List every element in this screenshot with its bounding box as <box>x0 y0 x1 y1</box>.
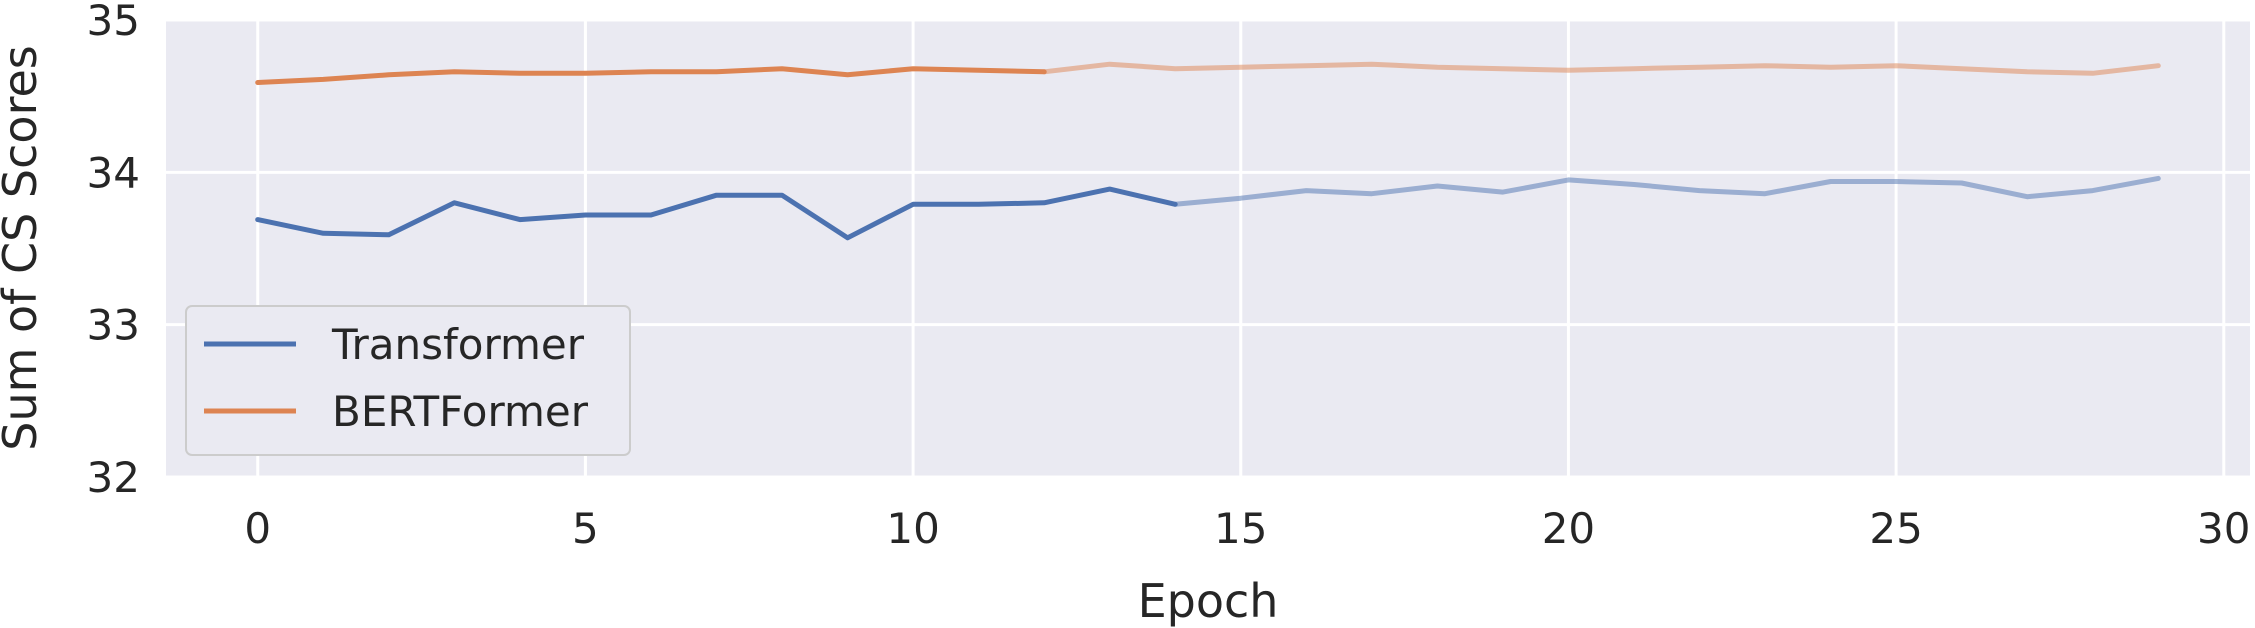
legend: Transformer BERTFormer <box>185 305 631 456</box>
x-axis-label: Epoch <box>1138 574 1279 628</box>
x-tick-label: 15 <box>1214 504 1267 553</box>
y-tick-label: 34 <box>87 148 140 197</box>
series-line-bertformer <box>255 66 1047 85</box>
y-tick-label: 32 <box>87 453 140 502</box>
x-tick-label: 30 <box>2197 504 2250 553</box>
x-tick-label: 25 <box>1869 504 1922 553</box>
y-tick-labels: 32 33 34 35 <box>87 0 140 502</box>
x-tick-label: 10 <box>886 504 939 553</box>
x-tick-label: 20 <box>1542 504 1595 553</box>
x-tick-label: 0 <box>244 504 271 553</box>
y-tick-label: 35 <box>87 0 140 45</box>
x-tick-label: 5 <box>572 504 599 553</box>
series-line-transformer-faded <box>1172 175 2161 207</box>
x-tick-labels: 0 5 10 15 20 25 30 <box>244 504 2250 553</box>
y-tick-label: 33 <box>87 301 140 350</box>
y-axis-label: Sum of CS Scores <box>0 45 47 451</box>
series-line-bertformer-faded <box>1041 61 2161 76</box>
legend-label-bertformer: BERTFormer <box>332 387 589 436</box>
series-lines <box>255 61 2161 241</box>
legend-box <box>185 305 631 456</box>
series-line-transformer <box>255 186 1178 241</box>
legend-label-transformer: Transformer <box>331 320 585 369</box>
